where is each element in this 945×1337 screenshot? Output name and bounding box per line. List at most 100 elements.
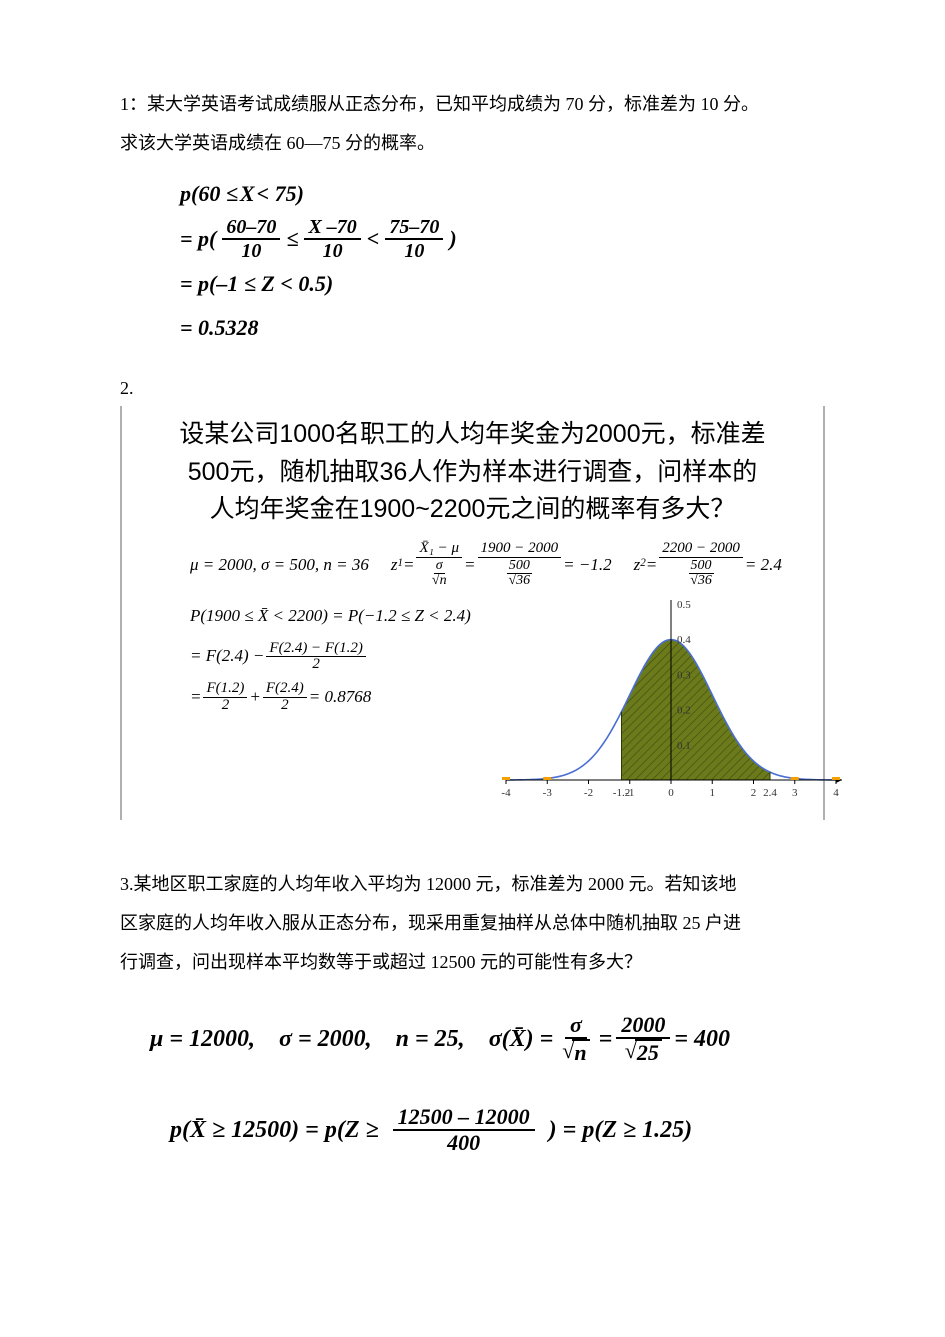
p1-frac2: X –70 10 [304,216,360,262]
p1-eq-l4: = 0.5328 [180,306,825,350]
p2-z1-f1-num: X̄₁ − μ [416,541,462,558]
p2-z1-f1-den-top: σ [434,559,445,574]
p2-z2-res: = 2.4 [745,551,782,578]
svg-text:0.4: 0.4 [677,634,691,646]
p1-eq-l1-X: X [240,172,255,216]
p2-z1-eq2: = [464,551,475,578]
svg-text:-3: -3 [543,787,553,799]
p2-z1-f1-den-bot: √n [432,574,447,588]
p1-frac1-num: 60–70 [222,216,280,240]
svg-text:0.5: 0.5 [677,599,691,611]
p2-z1-res: = −1.2 [563,551,611,578]
p2-z2-lhs: z [634,551,641,578]
svg-text:-2: -2 [584,787,593,799]
p1-eq-l3: = p(–1 ≤ Z < 0.5) [180,262,825,306]
p2-z1-f2-den-bot: √36 [508,574,530,588]
p1-eq-l1-post: < 75) [257,172,304,216]
p2-z1-frac1: X̄₁ − μ σ √n [416,541,462,588]
p2-z2-f-den-bot: √36 [690,574,712,588]
p2-title-l2: 500元，随机抽取36人作为样本进行调查，问样本的 [140,454,805,492]
p2-eqF2-pre: = [190,677,201,718]
p2-z2-f-num: 2200 − 2000 [659,541,743,558]
p2-eqF2-frac2: F(2.4) 2 [263,681,307,714]
p2-eqF2-f2-num: F(2.4) [263,681,307,698]
p3-r1-a: μ = 12000, [150,1020,255,1058]
svg-text:4: 4 [833,787,839,799]
problem2-title: 设某公司1000名职工的人均年奖金为2000元，标准差 500元，随机抽取36人… [140,416,805,529]
p2-title-l1: 设某公司1000名职工的人均年奖金为2000元，标准差 [140,416,805,454]
p1-eq-l2-mid1: ≤ [286,217,298,261]
svg-text:0.2: 0.2 [677,704,691,716]
p2-z1-frac2: 1900 − 2000 500 √36 [478,541,562,588]
p2-z1-eq: = [403,551,414,578]
p3-r1-frac2: 2000 √25 [616,1013,670,1065]
p3-r1-f1-den: n [572,1039,589,1065]
p2-eqF1-den: 2 [309,657,323,673]
p2-z1-f2-den-top: 500 [507,559,532,574]
p3-l2: 区家庭的人均年收入服从正态分布，现采用重复抽样从总体中随机抽取 25 户进 [120,909,825,938]
p1-frac1-den: 10 [237,240,265,262]
p3-r2-f-den: 400 [442,1131,485,1155]
p1-frac3-num: 75–70 [385,216,443,240]
p1-eq-l1-pre: p(60 ≤ [180,172,238,216]
svg-text:-1.2: -1.2 [613,787,630,799]
problem1-math: p(60 ≤ X < 75) = p( 60–70 10 ≤ X –70 10 … [180,172,825,350]
svg-text:3: 3 [792,787,798,799]
problem2-label: 2. [120,374,825,403]
p3-r2-frac: 12500 – 12000 400 [393,1105,535,1155]
p1-eq-l2-mid2: < [367,217,380,261]
p3-r2-f-num: 12500 – 12000 [393,1105,535,1131]
p2-z2-eq: = [646,551,657,578]
p2-eqF1-num: F(2.4) − F(1.2) [266,641,365,658]
p1-frac3: 75–70 10 [385,216,443,262]
p2-eqF2-f1-den: 2 [219,698,233,714]
p2-eqP: P(1900 ≤ X̄ < 2200) = P(−1.2 ≤ Z < 2.4) [190,596,480,637]
p2-z1-f2-den: 500 √36 [507,559,532,588]
p3-l1: 3.某地区职工家庭的人均年收入平均为 12000 元，标准差为 2000 元。若… [120,870,825,899]
p2-row1: μ = 2000, σ = 500, n = 36 z1 = X̄₁ − μ σ… [190,541,805,588]
p2-eqF1-pre: = F(2.4) − [190,636,264,677]
svg-text:0.3: 0.3 [677,669,691,681]
p3-r1-f1-num: σ [565,1013,587,1039]
p3-r1-frac1: σ √n [557,1013,594,1065]
svg-text:2.4: 2.4 [763,787,777,799]
p3-r1-eq: = [599,1020,613,1058]
svg-text:-4: -4 [501,787,511,799]
p3-r1-res: = 400 [674,1020,730,1058]
p2-eqF2-mid: + [249,677,260,718]
p3-math: μ = 12000, σ = 2000, n = 25, σ(X̄) = σ √… [150,1013,825,1156]
problem3: 3.某地区职工家庭的人均年收入平均为 12000 元，标准差为 2000 元。若… [120,870,825,1155]
p3-r1-f2-den: 25 [635,1039,662,1065]
svg-text:1: 1 [710,787,716,799]
p2-equations: P(1900 ≤ X̄ < 2200) = P(−1.2 ≤ Z < 2.4) … [190,596,480,718]
p2-z2-f-den: 500 √36 [689,559,714,588]
p2-z2-f-den-top: 500 [689,559,714,574]
normal-chart: 0.10.20.30.40.5-4-3-2-101234-1.22.4 [496,596,846,815]
p1-frac2-num: X –70 [304,216,360,240]
problem1-text1: 1：某大学英语考试成绩服从正态分布，已知平均成绩为 70 分，标准差为 10 分… [120,90,825,119]
p2-params: μ = 2000, σ = 500, n = 36 [190,551,369,578]
p3-r2-lhs: p(X̄ ≥ 12500) = p(Z ≥ [170,1111,379,1149]
p3-r1-d-lhs: σ(X̄) = [489,1020,554,1058]
problem2-box: 设某公司1000名职工的人均年奖金为2000元，标准差 500元，随机抽取36人… [120,406,825,820]
svg-text:2: 2 [751,787,757,799]
p1-frac2-den: 10 [319,240,347,262]
p2-title-l3: 人均年奖金在1900~2200元之间的概率有多大？ [140,491,805,529]
p2-z1-lhs: z [391,551,398,578]
p3-l3: 行调查，问出现样本平均数等于或超过 12500 元的可能性有多大？ [120,948,825,977]
p3-r1-c: n = 25, [396,1020,465,1058]
p3-r2-rhs: ) = p(Z ≥ 1.25) [549,1111,692,1149]
p3-r1-f2-num: 2000 [616,1013,670,1039]
p2-eqF2-f2-den: 2 [278,698,292,714]
p2-eqF2-res: = 0.8768 [309,677,371,718]
p2-z1-f2-num: 1900 − 2000 [478,541,562,558]
svg-text:0: 0 [668,787,674,799]
p1-frac1: 60–70 10 [222,216,280,262]
p1-eq-l2-post: ) [449,217,456,261]
p1-eq-l2-pre: = p( [180,217,216,261]
svg-text:0.1: 0.1 [677,739,691,751]
p2-eqF2-f1-num: F(1.2) [203,681,247,698]
problem1-text2: 求该大学英语成绩在 60—75 分的概率。 [120,129,825,158]
p2-eqF2-frac1: F(1.2) 2 [203,681,247,714]
p3-r1-b: σ = 2000, [279,1020,372,1058]
